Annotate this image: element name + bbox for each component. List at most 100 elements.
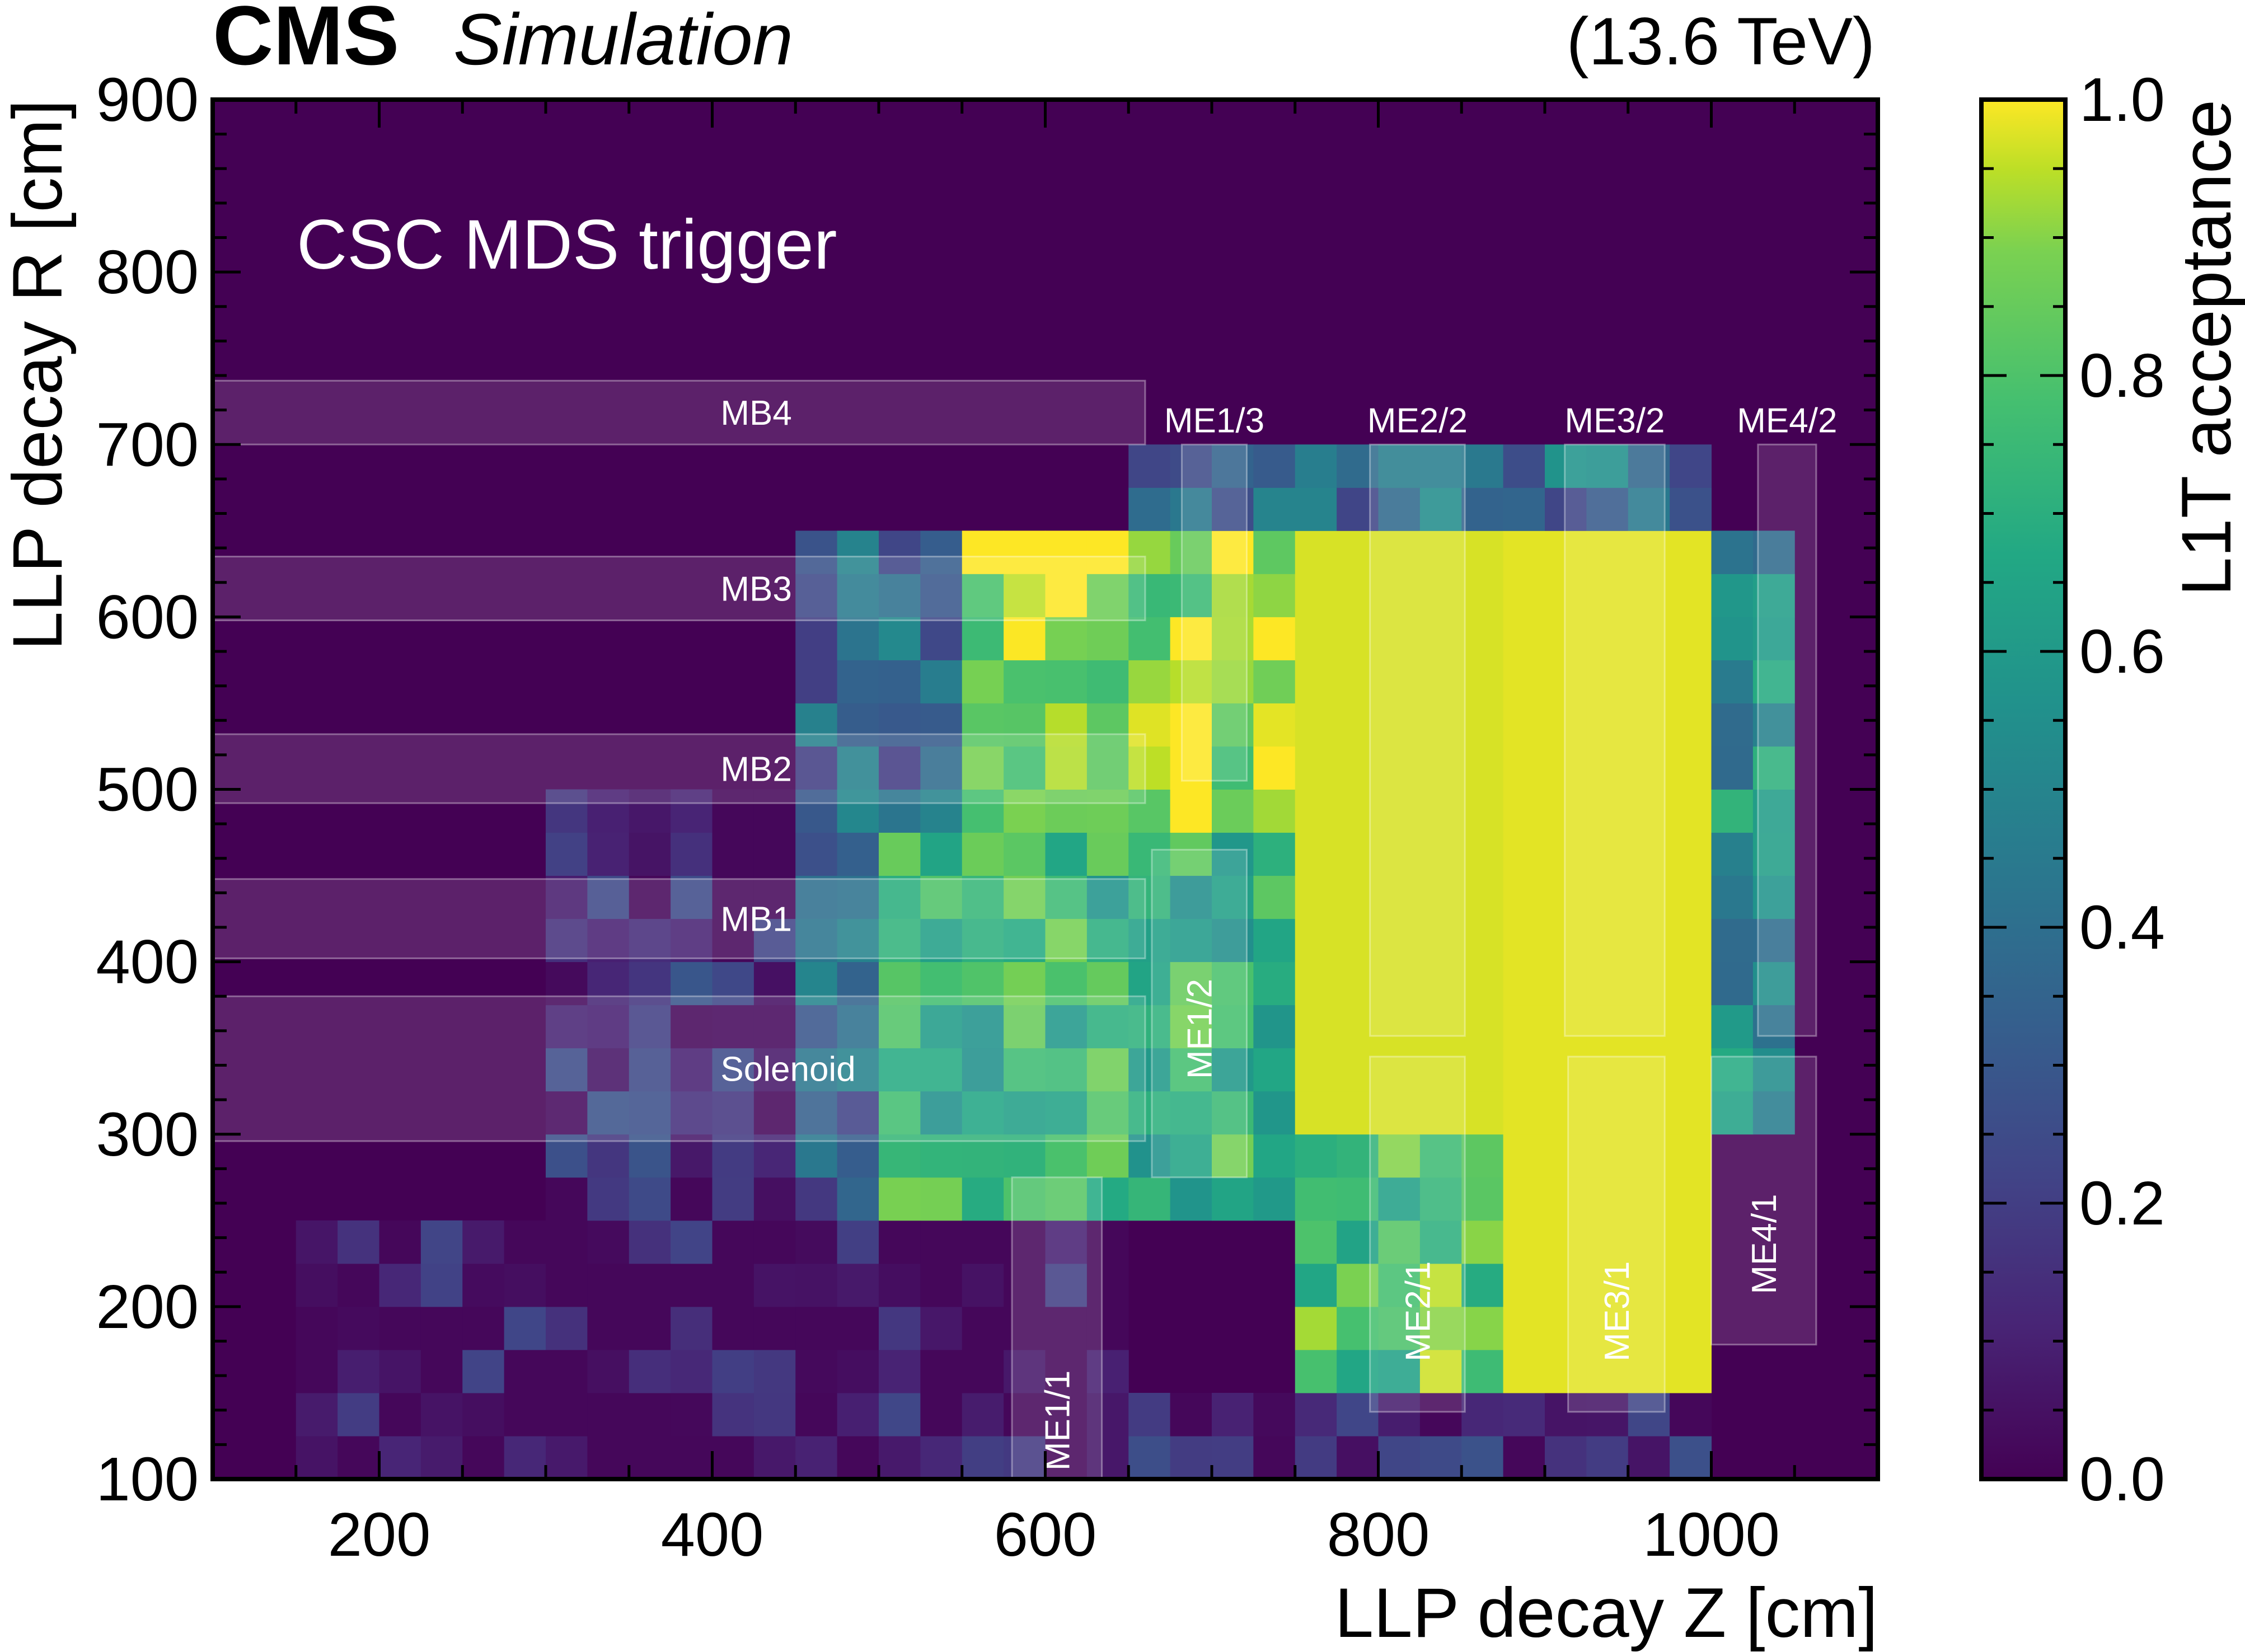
heatmap-cell: [1419, 1349, 1462, 1393]
heatmap-cell: [1628, 1349, 1670, 1393]
heatmap-cell: [1086, 1048, 1129, 1092]
heatmap-cell: [1004, 1134, 1046, 1178]
heatmap-cell: [671, 1091, 713, 1135]
heatmap-cell: [920, 1263, 963, 1307]
heatmap-cell: [1503, 1048, 1545, 1092]
heatmap-cell: [837, 1306, 879, 1350]
heatmap-cell: [1045, 789, 1088, 833]
heatmap-cell: [1628, 1263, 1670, 1307]
heatmap-cell: [1503, 746, 1545, 790]
heatmap-cell: [1378, 660, 1421, 703]
heatmap-cell: [1752, 918, 1795, 963]
heatmap-cell: [1004, 875, 1046, 919]
heatmap-cell: [587, 875, 630, 919]
heatmap-cell: [879, 1005, 921, 1049]
heatmap-cell: [879, 1263, 921, 1307]
heatmap-cell: [1253, 1392, 1296, 1437]
heatmap-cell: [795, 660, 838, 703]
heatmap-cell: [1545, 918, 1587, 963]
heatmap-cell: [879, 832, 921, 876]
heatmap-cell: [504, 1220, 546, 1264]
heatmap-cell: [1170, 918, 1212, 963]
heatmap-cell: [1586, 832, 1629, 876]
heatmap-cell: [1711, 531, 1754, 574]
heatmap-cell: [1253, 1005, 1296, 1049]
heatmap-cell: [671, 1263, 713, 1307]
heatmap-cell: [629, 1349, 671, 1393]
heatmap-cell: [753, 789, 796, 833]
heatmap-cell: [629, 1091, 671, 1135]
heatmap-cell: [1628, 1177, 1670, 1221]
heatmap-cell: [1752, 789, 1795, 833]
heatmap-cell: [1586, 1306, 1629, 1350]
heatmap-cell: [753, 1091, 796, 1135]
heatmap-cell: [1752, 531, 1795, 574]
heatmap-cell: [587, 1392, 630, 1437]
heatmap-cell: [1545, 487, 1587, 531]
region-label: ME3/1: [1598, 1261, 1637, 1362]
heatmap-cell: [1045, 1220, 1088, 1264]
heatmap-cell: [1253, 531, 1296, 574]
heatmap-cell: [920, 1349, 963, 1393]
heatmap-cell: [1419, 1177, 1462, 1221]
heatmap-cell: [753, 1220, 796, 1264]
heatmap-cell: [1670, 789, 1712, 833]
heatmap-cell: [753, 1048, 796, 1092]
heatmap-cell: [1045, 1263, 1088, 1307]
heatmap-cell: [1295, 1177, 1337, 1221]
heatmap-cell: [1545, 1134, 1587, 1178]
heatmap-cell: [1045, 1005, 1088, 1049]
heatmap-cell: [587, 1349, 630, 1393]
heatmap-cell: [1586, 1392, 1629, 1437]
heatmap-cell: [420, 1306, 463, 1350]
heatmap-cell: [920, 1091, 963, 1135]
heatmap-cell: [1378, 617, 1421, 660]
heatmap-cell: [629, 789, 671, 833]
heatmap-cell: [1545, 660, 1587, 703]
heatmap-cell: [1711, 1048, 1754, 1092]
heatmap-cell: [1086, 746, 1129, 790]
heatmap-cell: [1419, 574, 1462, 617]
heatmap-cell: [338, 1392, 379, 1437]
heatmap-cell: [1045, 1091, 1088, 1135]
heatmap-cell: [837, 789, 879, 833]
heatmap-cell: [1461, 746, 1504, 790]
heatmap-cell: [962, 1048, 1004, 1092]
heatmap-cell: [1045, 531, 1088, 574]
heatmap-cell: [753, 961, 796, 1006]
heatmap-cell: [1711, 617, 1754, 660]
heatmap-cell: [1461, 703, 1504, 747]
heatmap-cell: [671, 875, 713, 919]
heatmap-cell: [338, 1306, 379, 1350]
heatmap-cell: [546, 1134, 588, 1178]
heatmap-cell: [1337, 444, 1379, 488]
heatmap-cell: [795, 1392, 838, 1437]
heatmap-cell: [1128, 1435, 1171, 1480]
heatmap-cell: [1545, 1048, 1587, 1092]
heatmap-cell: [1128, 617, 1171, 660]
heatmap-cell: [1670, 487, 1712, 531]
heatmap-cell: [504, 1306, 546, 1350]
heatmap-cell: [1586, 531, 1629, 574]
heatmap-cell: [546, 1177, 588, 1221]
heatmap-cell: [1670, 574, 1712, 617]
heatmap-cell: [546, 1220, 588, 1264]
heatmap-cell: [379, 1263, 421, 1307]
heatmap-cell: [546, 1005, 588, 1049]
heatmap-cell: [1295, 746, 1337, 790]
heatmap-cell: [795, 617, 838, 660]
heatmap-cell: [1253, 1091, 1296, 1135]
heatmap-cell: [795, 832, 838, 876]
heatmap-cell: [379, 1220, 421, 1264]
heatmap-cell: [1337, 875, 1379, 919]
heatmap-cell: [1295, 1263, 1337, 1307]
heatmap-cell: [879, 1306, 921, 1350]
heatmap-cell: [1045, 574, 1088, 617]
heatmap-cell: [462, 1220, 505, 1264]
heatmap-cell: [1503, 1435, 1545, 1480]
heatmap-cell: [1004, 789, 1046, 833]
x-axis-label: LLP decay Z [cm]: [1335, 1574, 1878, 1652]
heatmap-cell: [1586, 1005, 1629, 1049]
heatmap-cell: [1670, 918, 1712, 963]
heatmap-cell: [1586, 1435, 1629, 1480]
